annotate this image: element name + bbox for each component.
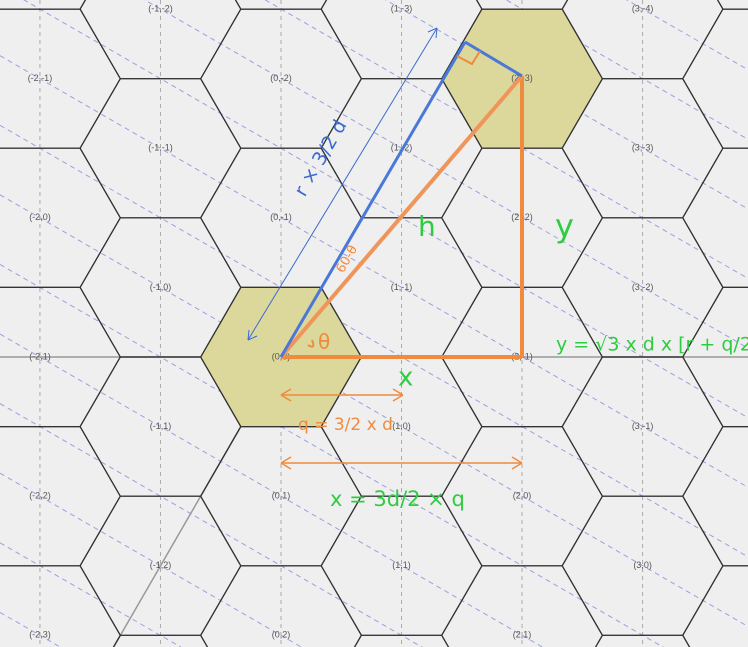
hex-label: (-1,0) (150, 282, 172, 292)
hex-label: (-2,0) (29, 212, 51, 222)
theta-label: θ (318, 330, 330, 354)
hex-label: (1,-2) (391, 143, 413, 153)
hex (682, 8, 748, 149)
q-arrow-heads (280, 388, 404, 402)
hex-label: (3,-1) (632, 421, 654, 431)
h-label: h (418, 210, 436, 243)
hex-label: (-1,-1) (148, 143, 173, 153)
hex-label: (-2,2) (29, 491, 51, 501)
hex (682, 565, 748, 647)
hex-label: (1,1) (392, 560, 411, 570)
hex-label: (2,1) (513, 630, 532, 640)
hex (682, 147, 748, 288)
hex-label: (0,-2) (270, 73, 292, 83)
x-arrow-heads (280, 456, 523, 470)
hex-label: (3,-4) (632, 3, 654, 13)
hex-label: (-1,1) (150, 421, 172, 431)
hex-label: (3,-3) (632, 143, 654, 153)
hex-label: (1,0) (392, 421, 411, 431)
hex-label: (-2,3) (29, 630, 51, 640)
r-arrow (247, 27, 438, 341)
right-angle (456, 50, 481, 66)
theta-arc (307, 339, 315, 348)
hex (682, 426, 748, 567)
hex-label: (0,2) (272, 630, 291, 640)
hex-label: (-2,1) (29, 351, 51, 361)
x-formula: x = 3d/2 × q (330, 487, 465, 511)
hex-label: (3,0) (633, 560, 652, 570)
hex-label: (-1,-2) (148, 3, 173, 13)
hex (682, 286, 748, 428)
hex-label: (1,-3) (391, 3, 413, 13)
y-formula: y = √3 x d x [r + q/2] (556, 334, 748, 356)
r-arrow-heads (247, 27, 438, 341)
perp-line (464, 40, 523, 78)
q-formula: q = 3/2 x d (298, 415, 393, 435)
hex-label: (1,-1) (391, 282, 413, 292)
hex-label: (-1,2) (150, 560, 172, 570)
hypotenuse (279, 74, 524, 359)
hex-label: (2,0) (513, 491, 532, 501)
r-line (279, 41, 467, 358)
hex-label: (-2,-1) (28, 73, 53, 83)
hex-label: (3,-2) (632, 282, 654, 292)
x-label: x (398, 363, 413, 393)
hex-label: (0,-1) (270, 212, 292, 222)
hex-label: (0,1) (272, 491, 291, 501)
y-label: y (555, 207, 574, 245)
